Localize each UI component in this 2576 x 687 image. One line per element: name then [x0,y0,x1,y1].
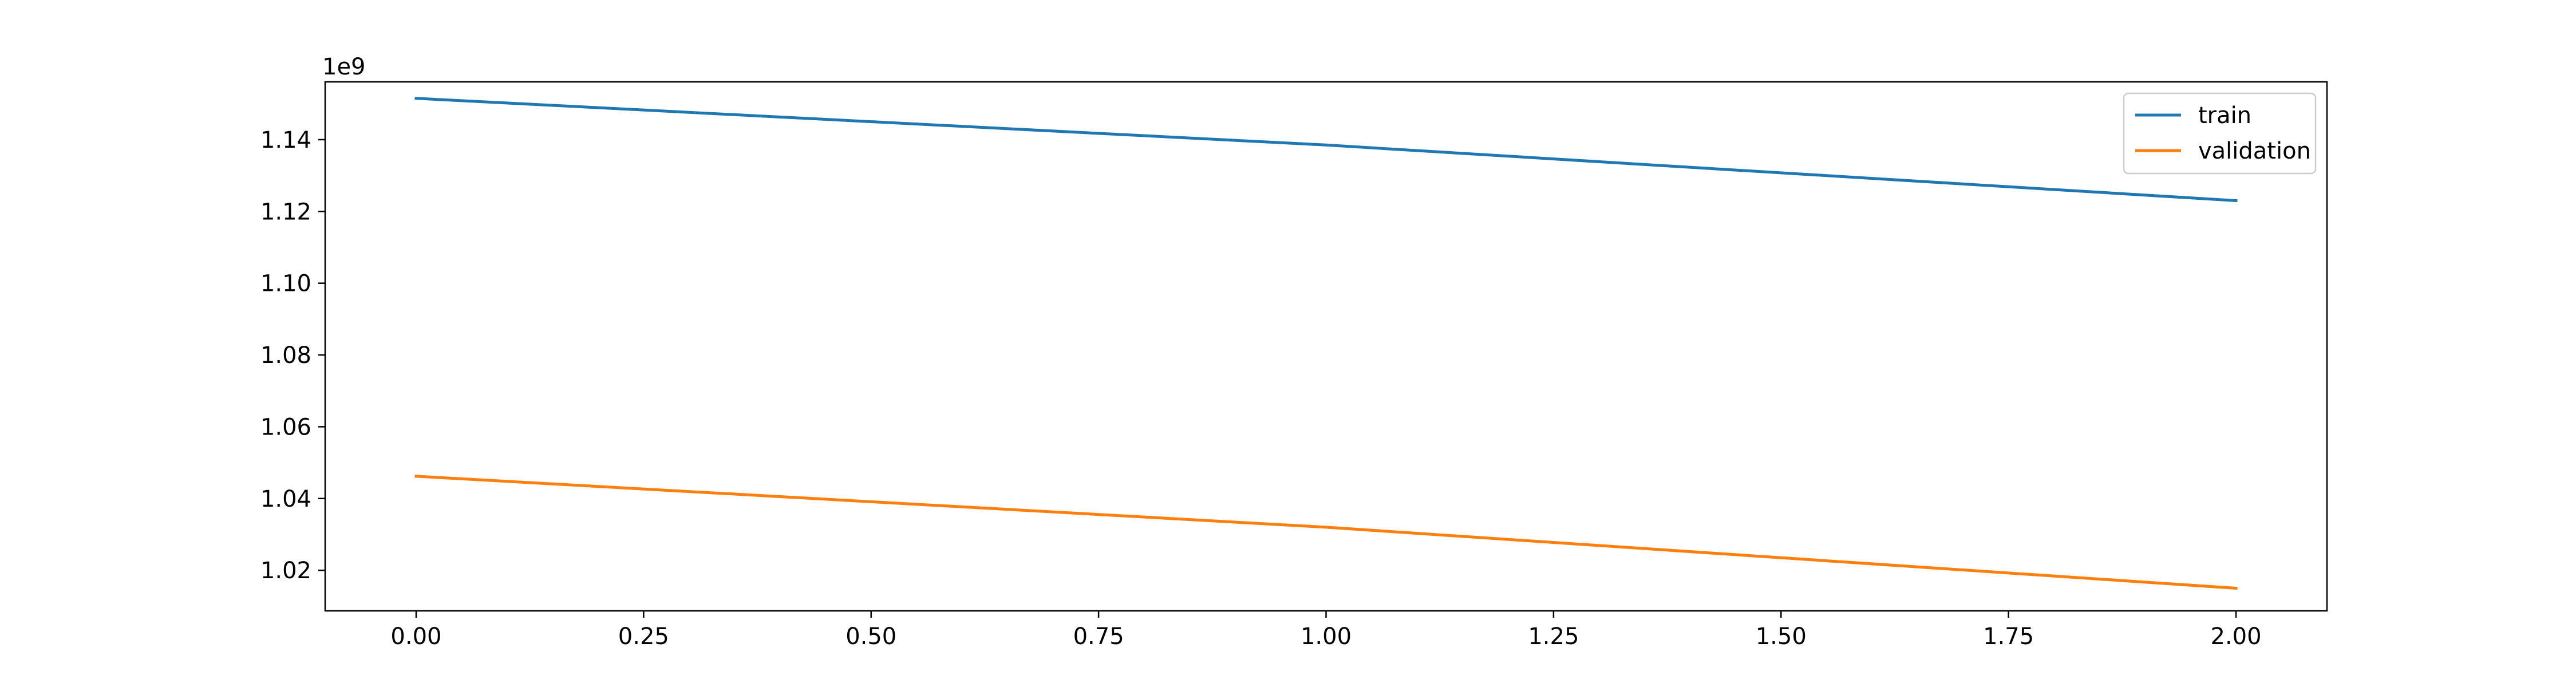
series-line-train [414,97,2238,203]
x-tick-label: 0.50 [846,623,896,650]
x-tick-label: 1.25 [1528,623,1579,650]
x-tick-label: 0.25 [618,623,669,650]
legend-label-validation: validation [2198,138,2311,164]
y-tick-label: 1.06 [260,414,311,440]
y-tick-label: 1.02 [260,558,311,584]
series-line-validation [414,475,2238,590]
y-tick-label: 1.12 [260,199,311,225]
x-tick-label: 1.50 [1756,623,1807,650]
y-tick-label: 1.08 [260,342,311,369]
y-tick-label: 1.04 [260,486,311,512]
x-tick-label: 0.00 [390,623,441,650]
legend-frame [2123,92,2317,175]
legend: train validation [2123,92,2317,175]
x-tick-label: 1.75 [1983,623,2034,650]
x-tick-label: 1.00 [1301,623,1352,650]
y-tick-label: 1.14 [260,127,311,153]
legend-label-train: train [2198,102,2251,129]
x-tick-label: 0.75 [1073,623,1124,650]
y-tick-label: 1.10 [260,271,311,297]
x-axis: 0.00 0.25 0.50 0.75 1.00 1.25 1.50 1.75 2.00 [390,611,2262,650]
y-offset-label: 1e9 [322,54,366,80]
y-axis: 1.02 1.04 1.06 1.08 1.10 1.12 1.14 [260,127,325,584]
x-tick-label: 2.00 [2211,623,2262,650]
series-layer [414,97,2238,590]
